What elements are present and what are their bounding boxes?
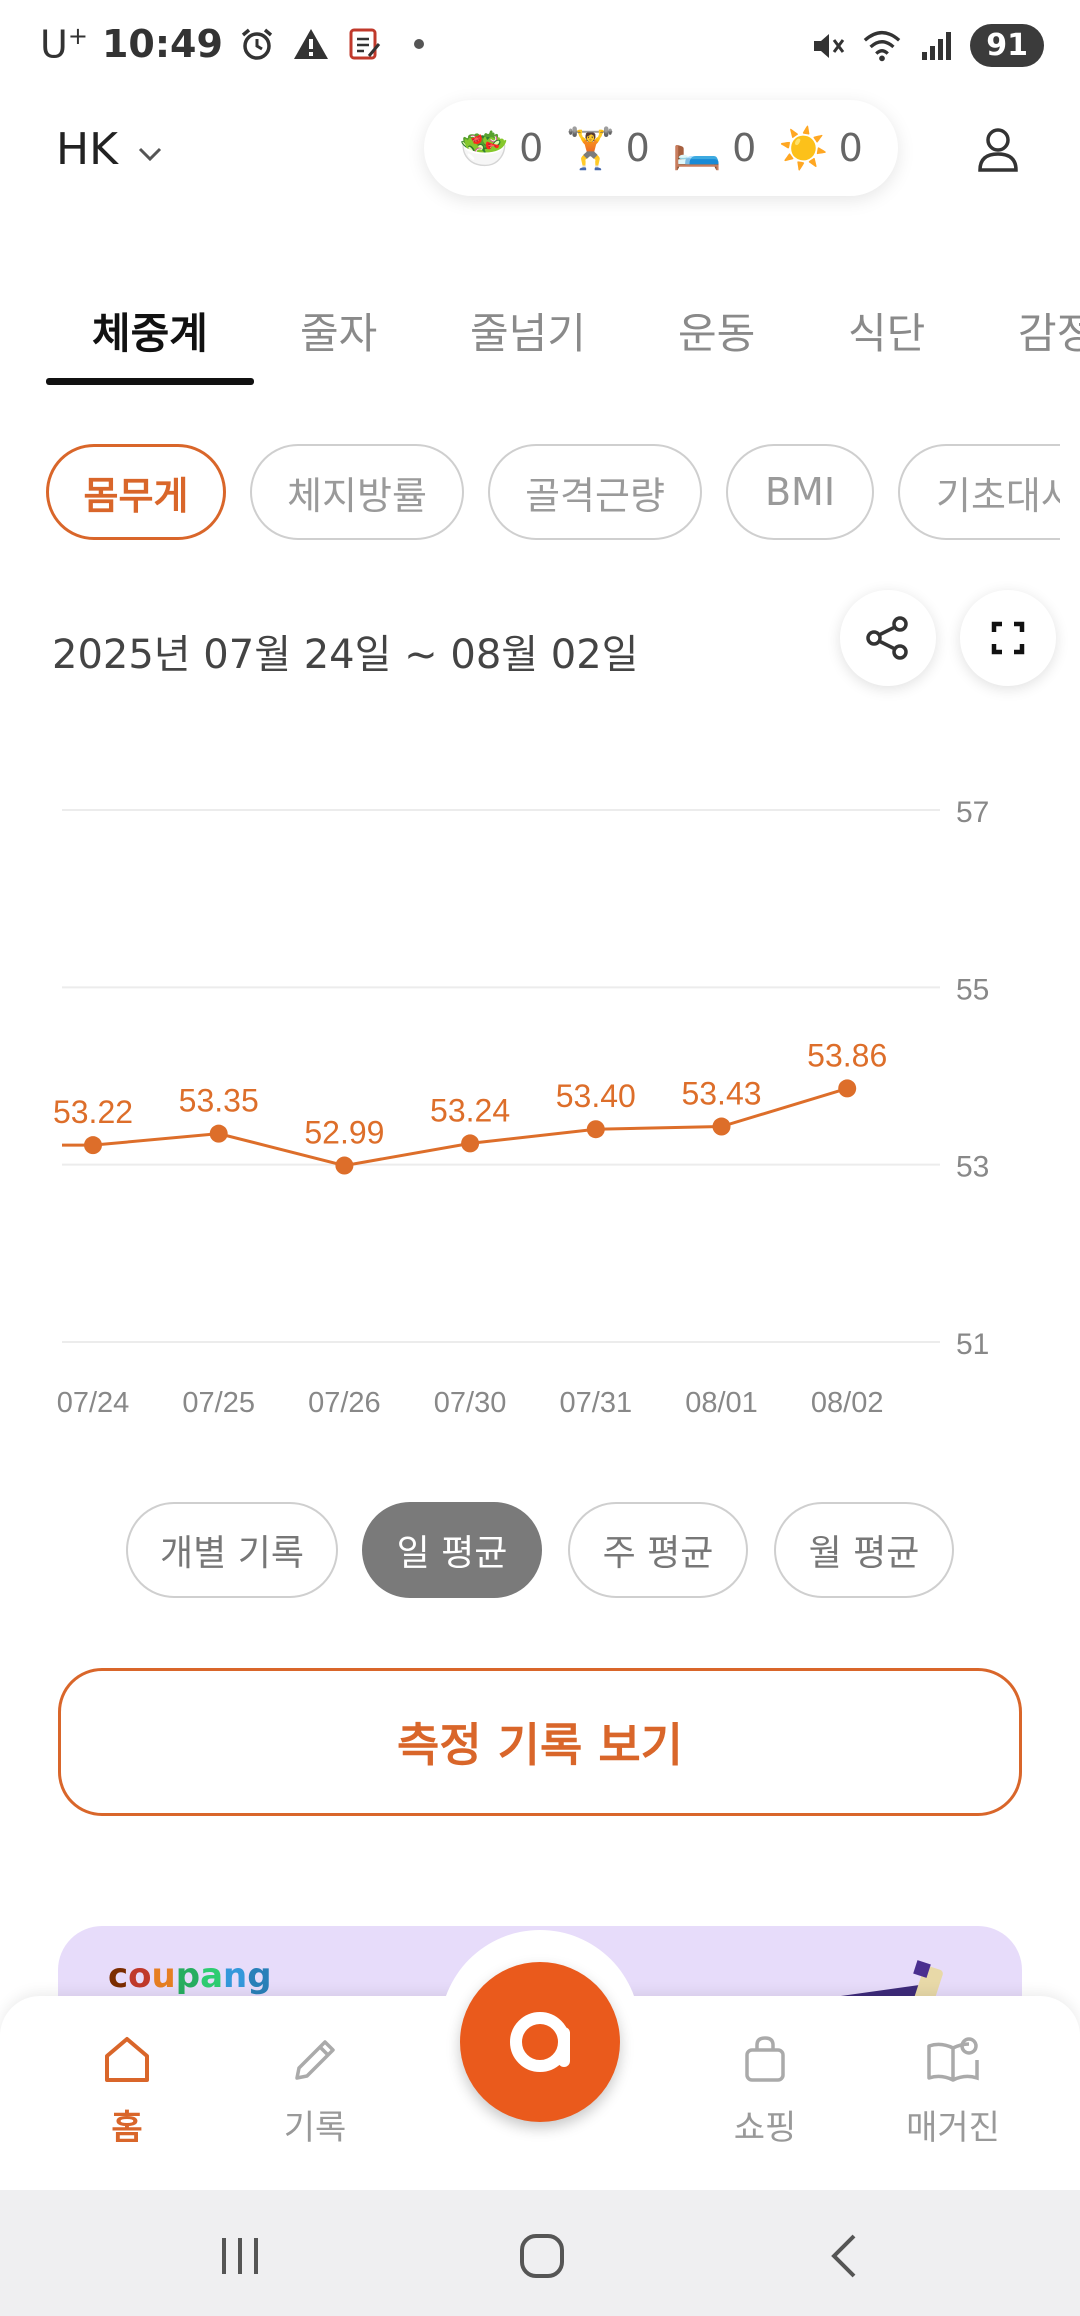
chevron-down-icon (136, 124, 164, 175)
y-tick-label: 55 (956, 973, 989, 1006)
recent-apps-button[interactable] (210, 2226, 270, 2286)
daily-stats-pill[interactable]: 🥗 0 🏋️ 0 🛏️ 0 ☀️ 0 (424, 100, 898, 196)
stat-sleep: 🛏️ 0 (672, 125, 757, 172)
data-label: 53.40 (556, 1078, 636, 1114)
back-chevron-icon (831, 2234, 856, 2278)
tab-scale[interactable]: 체중계 (92, 309, 208, 358)
app-logo-icon (510, 2012, 570, 2072)
tab-indicator (46, 378, 254, 385)
nav-record[interactable]: 기록 (240, 2032, 390, 2149)
toggle-monthly-average[interactable]: 월 평균 (774, 1502, 954, 1598)
chip-basal-metabolism[interactable]: 기초대사 (898, 444, 1060, 540)
main-action-button[interactable] (460, 1962, 620, 2122)
x-tick-label: 08/01 (685, 1387, 758, 1419)
sun-icon: ☀️ (778, 125, 829, 172)
x-tick-label: 07/25 (182, 1387, 255, 1419)
data-label: 53.24 (430, 1092, 510, 1128)
fullscreen-icon (991, 621, 1025, 655)
y-tick-label: 51 (956, 1328, 989, 1361)
tab-emotion[interactable]: 감정 (1018, 309, 1080, 358)
salad-icon: 🥗 (459, 125, 510, 172)
home-system-button[interactable] (512, 2226, 572, 2286)
stat-diet: 🥗 0 (459, 125, 544, 172)
back-button[interactable] (816, 2226, 876, 2286)
battery-badge: 91 (970, 24, 1044, 67)
view-records-button[interactable]: 측정 기록 보기 (58, 1668, 1022, 1816)
chip-bmi[interactable]: BMI (726, 444, 874, 540)
stat-exercise: 🏋️ 0 (565, 125, 650, 172)
profile-selector[interactable]: HK (56, 124, 164, 175)
user-profile-button[interactable] (966, 118, 1030, 182)
share-button[interactable] (840, 590, 936, 686)
wifi-icon (862, 26, 902, 66)
x-tick-label: 07/26 (308, 1387, 381, 1419)
nav-magazine[interactable]: 매거진 (878, 2032, 1028, 2149)
shopping-bag-icon (745, 2036, 785, 2082)
data-point (84, 1136, 102, 1155)
nav-shopping[interactable]: 쇼핑 (690, 2032, 840, 2149)
chip-muscle-mass[interactable]: 골격근량 (488, 444, 702, 540)
app-header: HK 🥗 0 🏋️ 0 🛏️ 0 ☀️ 0 (0, 96, 1080, 206)
y-tick-label: 57 (956, 796, 989, 829)
profile-name: HK (56, 124, 118, 175)
x-tick-label: 07/24 (57, 1387, 130, 1419)
nav-record-label: 기록 (283, 2108, 347, 2148)
nav-shopping-label: 쇼핑 (733, 2108, 797, 2148)
pencil-icon (295, 2040, 335, 2080)
coupang-logo: coupang (108, 1956, 272, 1996)
y-tick-label: 53 (956, 1151, 989, 1184)
x-tick-label: 08/02 (811, 1387, 884, 1419)
data-point (838, 1079, 857, 1098)
toggle-weekly-average[interactable]: 주 평균 (568, 1502, 748, 1598)
tab-exercise[interactable]: 운동 (678, 309, 756, 358)
data-label: 53.35 (179, 1083, 259, 1119)
data-point (209, 1124, 228, 1143)
date-range: 2025년 07월 24일 ~ 08월 02일 (52, 632, 639, 678)
home-icon (105, 2037, 149, 2082)
system-navigation-bar (0, 2190, 1080, 2316)
data-point (586, 1120, 605, 1139)
nav-magazine-label: 매거진 (906, 2108, 1000, 2148)
data-point (712, 1117, 731, 1136)
note-app-icon (345, 24, 385, 64)
nav-home-label: 홈 (111, 2108, 143, 2148)
share-icon (866, 616, 908, 660)
metric-chips: 몸무게 체지방률 골격근량 BMI 기초대사 (0, 440, 1060, 550)
notification-dot-icon (399, 24, 439, 64)
chip-body-fat[interactable]: 체지방률 (250, 444, 464, 540)
user-icon (978, 128, 1018, 172)
chip-weight[interactable]: 몸무게 (46, 444, 226, 540)
data-label: 53.86 (807, 1037, 887, 1073)
status-bar: U+ 10:49 91 (0, 0, 1080, 96)
weight-chart-svg: 57 55 53 51 53.22 07/24 53.35 07/25 52.99 07/26 53… (53, 796, 989, 1419)
data-point (461, 1134, 480, 1153)
alarm-icon (237, 24, 277, 64)
data-label: 52.99 (304, 1115, 384, 1151)
data-label: 53.22 (53, 1094, 133, 1130)
nav-home[interactable]: 홈 (52, 2032, 202, 2149)
weightlifting-icon: 🏋️ (565, 125, 616, 172)
recent-apps-icon (222, 2238, 258, 2274)
signal-icon (916, 26, 956, 66)
weight-chart: 57 55 53 51 53.22 07/24 53.35 07/25 52.99 07/26 53… (0, 760, 1080, 1440)
toggle-individual-records[interactable]: 개별 기록 (126, 1502, 338, 1598)
tab-diet[interactable]: 식단 (848, 309, 926, 358)
data-point (335, 1156, 354, 1175)
warning-icon (291, 24, 331, 64)
status-time: 10:49 (101, 22, 223, 67)
toggle-daily-average[interactable]: 일 평균 (362, 1502, 542, 1598)
bed-icon: 🛏️ (672, 125, 723, 172)
home-circle-icon (520, 2234, 564, 2278)
stat-mood: ☀️ 0 (778, 125, 863, 172)
x-tick-label: 07/31 (560, 1387, 633, 1419)
tab-jump-rope[interactable]: 줄넘기 (470, 309, 586, 358)
tab-tape-measure[interactable]: 줄자 (300, 309, 378, 358)
category-tabs: 체중계 줄자 줄넘기 운동 식단 감정 (0, 290, 1080, 390)
mute-icon (808, 26, 848, 66)
x-tick-label: 07/30 (434, 1387, 507, 1419)
magazine-icon (927, 2037, 979, 2082)
carrier-label: U+ (40, 22, 88, 67)
fullscreen-button[interactable] (960, 590, 1056, 686)
data-label: 53.43 (681, 1076, 761, 1112)
